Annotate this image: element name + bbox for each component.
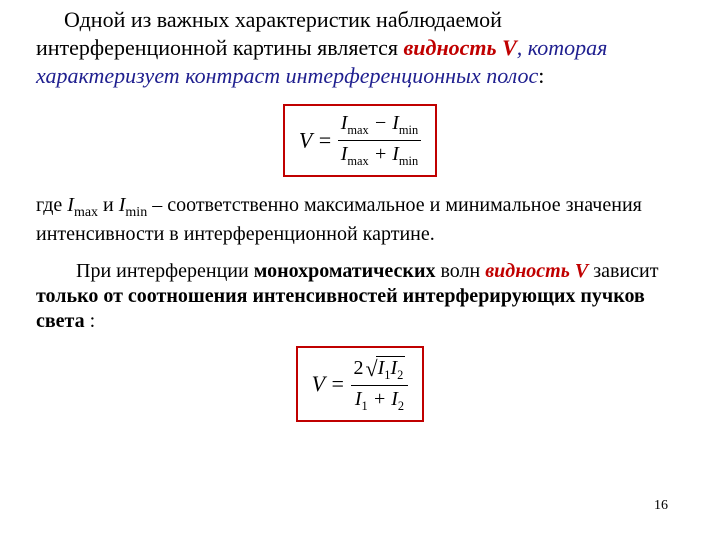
text: При интерференции [76, 260, 254, 282]
word-monochromatic: монохроматических [254, 260, 436, 282]
term-visibility-2: видность V [485, 260, 588, 282]
var-Imax: I [67, 194, 74, 216]
formula-2-numerator: 2I1I2 [351, 354, 409, 386]
op-plus: + [369, 143, 393, 165]
sub-max: max [74, 205, 98, 220]
text-and: и [98, 194, 119, 216]
text: зависит [588, 260, 658, 282]
paragraph-intro: Одной из важных характеристик наблюдаемо… [36, 6, 684, 90]
sqrt-icon: I1I2 [364, 354, 406, 383]
coef-2: 2 [354, 357, 364, 379]
sub-max: max [347, 123, 368, 137]
slide-page: Одной из важных характеристик наблюдаемо… [0, 0, 720, 540]
formula-1-wrap: V = Imax − Imin Imax + Imin [36, 104, 684, 177]
formula-2-denominator: I1 + I2 [351, 386, 409, 414]
formula-2-lhs: V = [312, 371, 351, 396]
sub-min: min [125, 205, 147, 220]
radicand: I1I2 [376, 356, 406, 383]
sub-min: min [399, 123, 418, 137]
formula-1-fraction: Imax − Imin Imax + Imin [338, 112, 421, 169]
page-number: 16 [654, 498, 668, 514]
text-where: где [36, 194, 67, 216]
formula-1-lhs: V = [299, 128, 338, 153]
text: волн [435, 260, 485, 282]
formula-1-denominator: Imax + Imin [338, 141, 421, 169]
paragraph-where: где Imax и Imin – соответственно максима… [36, 193, 684, 247]
paragraph-mono: При интерференции монохроматических волн… [36, 259, 684, 334]
sub-max: max [347, 154, 368, 168]
colon: : [538, 63, 544, 88]
text-depends: только от соотношения интенсивностей инт… [36, 285, 645, 332]
formula-2-box: V = 2I1I2 I1 + I2 [296, 346, 425, 422]
var-I: I [392, 112, 399, 134]
op-minus: − [369, 112, 393, 134]
formula-2-wrap: V = 2I1I2 I1 + I2 [36, 346, 684, 422]
sub-2: 2 [397, 368, 403, 382]
var-I: I [392, 143, 399, 165]
sub-min: min [399, 154, 418, 168]
colon: : [85, 310, 96, 332]
op-plus: + [368, 388, 392, 410]
formula-2-fraction: 2I1I2 I1 + I2 [351, 354, 409, 414]
var-I2: I [391, 388, 398, 410]
term-visibility: видность V [403, 35, 516, 60]
formula-1-numerator: Imax − Imin [338, 112, 421, 141]
sub-2: 2 [398, 399, 404, 413]
formula-1-box: V = Imax − Imin Imax + Imin [283, 104, 437, 177]
